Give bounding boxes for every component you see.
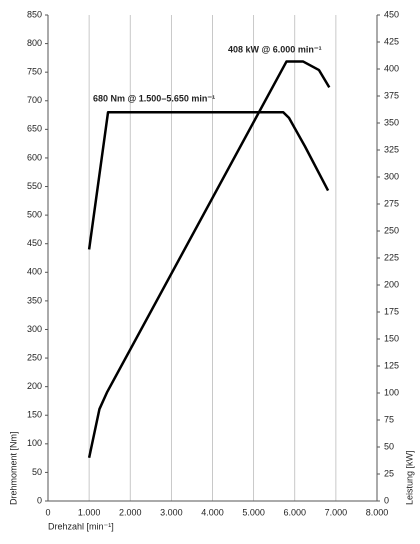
y2-tick-label: 175 — [384, 306, 399, 316]
y-tick-label: 100 — [27, 438, 42, 448]
y-axis-label: Drehmoment [Nm] — [8, 431, 18, 505]
y-tick-label: 250 — [27, 352, 42, 362]
y2-tick-label: 0 — [384, 495, 389, 505]
x-tick-label: 7.000 — [325, 507, 348, 517]
y2-tick-label: 150 — [384, 333, 399, 343]
y-tick-label: 350 — [27, 295, 42, 305]
y-tick-label: 500 — [27, 209, 42, 219]
y2-tick-label: 125 — [384, 360, 399, 370]
x-tick-label: 1.000 — [78, 507, 101, 517]
y-tick-label: 850 — [27, 9, 42, 19]
series-line — [87, 60, 331, 459]
series-line — [87, 110, 330, 250]
y-tick-label: 600 — [27, 152, 42, 162]
y-tick-label: 700 — [27, 95, 42, 105]
y2-tick-label: 300 — [384, 171, 399, 181]
x-tick-label: 5.000 — [242, 507, 265, 517]
y-tick-label: 550 — [27, 181, 42, 191]
y2-tick-label: 75 — [384, 414, 394, 424]
y2-tick-label: 50 — [384, 441, 394, 451]
x-tick-label: 8.000 — [366, 507, 389, 517]
x-axis-label: Drehzahl [min⁻¹] — [48, 521, 114, 531]
y-tick-label: 750 — [27, 67, 42, 77]
y2-tick-label: 425 — [384, 36, 399, 46]
y-tick-label: 150 — [27, 410, 42, 420]
y2-tick-label: 25 — [384, 468, 394, 478]
x-tick-label: 4.000 — [201, 507, 224, 517]
x-tick-label: 3.000 — [160, 507, 183, 517]
x-tick-label: 0 — [45, 507, 50, 517]
y2-tick-label: 225 — [384, 252, 399, 262]
annotation: 680 Nm @ 1.500–5.650 min⁻¹ — [93, 93, 215, 103]
y-tick-label: 200 — [27, 381, 42, 391]
y2-tick-label: 375 — [384, 90, 399, 100]
y2-tick-label: 100 — [384, 387, 399, 397]
y2-tick-label: 250 — [384, 225, 399, 235]
y2-tick-label: 325 — [384, 144, 399, 154]
annotation: 408 kW @ 6.000 min⁻¹ — [228, 44, 322, 54]
y2-tick-label: 200 — [384, 279, 399, 289]
y2-tick-label: 400 — [384, 63, 399, 73]
y2-tick-label: 450 — [384, 9, 399, 19]
y-tick-label: 300 — [27, 324, 42, 334]
y2-tick-label: 350 — [384, 117, 399, 127]
y2-axis-label: Leistung [kW] — [404, 450, 414, 505]
y-tick-label: 400 — [27, 267, 42, 277]
y-tick-label: 800 — [27, 38, 42, 48]
x-tick-label: 2.000 — [119, 507, 142, 517]
x-tick-label: 6.000 — [283, 507, 306, 517]
y-tick-label: 0 — [37, 495, 42, 505]
y-tick-label: 50 — [32, 467, 42, 477]
y2-tick-label: 275 — [384, 198, 399, 208]
y-tick-label: 450 — [27, 238, 42, 248]
y-tick-label: 650 — [27, 124, 42, 134]
